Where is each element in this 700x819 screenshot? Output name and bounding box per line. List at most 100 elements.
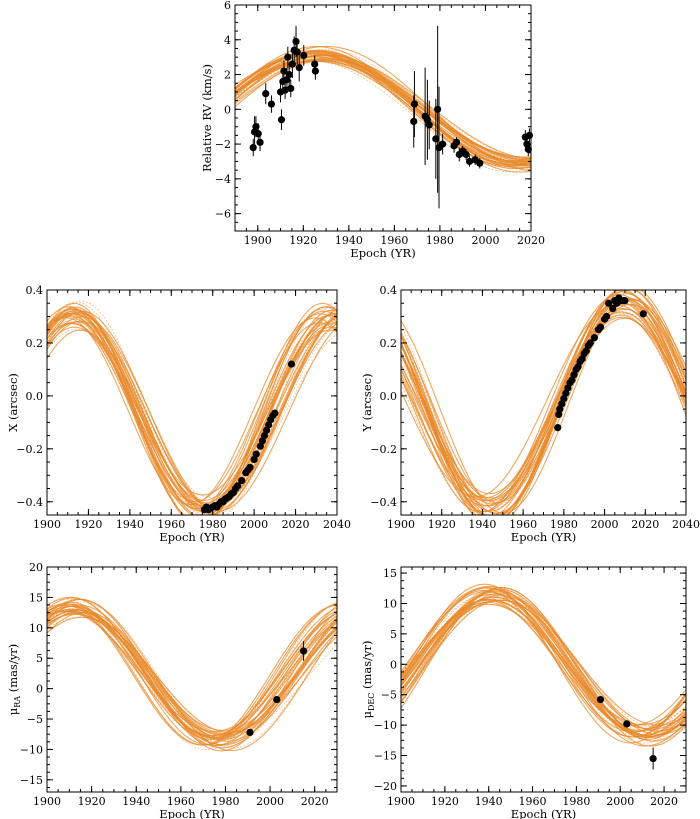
data-point [639, 310, 647, 318]
model-curve [47, 321, 337, 498]
y-tick-label: −10 [20, 743, 43, 756]
x-tick-label: 2000 [256, 795, 284, 808]
data-point [596, 323, 605, 331]
y-tick-label: 0.2 [380, 337, 398, 350]
model-curve [47, 315, 337, 510]
model-curve [47, 315, 337, 515]
x-tick-label: 1980 [426, 234, 454, 247]
y-tick-label: −0.2 [16, 443, 43, 456]
rv-panel: 1900 1920 1940 1960 1980 2000 2020 −6 −4 −2 0 2 4 6 Ep… [200, 0, 545, 260]
x-tick-label: 1960 [167, 795, 195, 808]
model-curve [47, 616, 337, 733]
x-tick-label: 1940 [475, 795, 503, 808]
model-curve [47, 320, 337, 513]
model-curve [47, 308, 337, 514]
x-axis: 1900 1920 1940 1960 1980 2000 2020 [387, 567, 687, 808]
model-curve [401, 314, 686, 504]
y-axis-label-subscript: DEC [367, 693, 376, 711]
data-point [246, 728, 254, 737]
x-axis-label: Epoch (YR) [511, 807, 576, 819]
model-curve [47, 312, 337, 507]
y-tick-label: −0.2 [370, 443, 397, 456]
x-tick-label: 2020 [301, 795, 329, 808]
y-axis-label: X (arcsec) [6, 373, 20, 432]
x-tick-label: 1920 [289, 234, 317, 247]
y-axis: −6 −4 −2 0 2 4 6 [215, 0, 531, 232]
model-curve [47, 319, 337, 514]
data-point [465, 157, 474, 166]
model-curve [401, 596, 686, 731]
x-tick-label: 1980 [199, 518, 227, 531]
model-curve [47, 599, 337, 747]
x-tick-label: 1940 [116, 518, 144, 531]
data-point [410, 117, 418, 126]
y-axis-label-symbol: μ [6, 707, 20, 715]
x-tick-label: 1900 [244, 234, 272, 247]
y-axis: −0.4 −0.2 0.0 0.2 0.4 [16, 284, 337, 516]
y-tick-label: 10 [383, 597, 397, 610]
model-curves [235, 45, 531, 173]
model-curve [401, 290, 686, 515]
model-curve [47, 613, 337, 732]
x-tick-label: 2000 [240, 518, 268, 531]
model-curve [47, 607, 337, 737]
data-point [280, 67, 288, 75]
data-point [246, 463, 254, 471]
model-curve [401, 294, 686, 513]
y-tick-label: −6 [215, 208, 231, 221]
data-point [452, 138, 461, 146]
data-point [292, 37, 300, 46]
y-axis-label-subscript: RA [13, 696, 22, 708]
data-point [287, 360, 296, 368]
model-curves [47, 300, 337, 515]
model-curve [401, 586, 686, 740]
model-curve [47, 612, 337, 735]
model-curve [47, 604, 337, 740]
data-point [586, 339, 594, 347]
y-tick-label: 15 [29, 591, 43, 604]
y-tick-label: 0.0 [380, 390, 398, 403]
x-tick-label: 1960 [509, 518, 537, 531]
data-point [462, 150, 470, 159]
y-panel: 1900 1920 1940 1960 1980 2000 2020 2040 −0.4 −0.2… [360, 284, 700, 544]
model-curves [47, 596, 337, 752]
x-tick-label: 2040 [672, 518, 700, 531]
model-curve [47, 312, 337, 515]
model-curve [47, 313, 337, 509]
x-tick-label: 2020 [517, 234, 545, 247]
x-tick-label: 1900 [387, 795, 415, 808]
x-tick-label: 1980 [550, 518, 578, 531]
data-point [439, 140, 447, 148]
x-tick-label: 1940 [335, 234, 363, 247]
y-tick-label: −20 [374, 780, 397, 793]
data-point [605, 299, 613, 307]
model-curve [401, 290, 686, 515]
model-curve [47, 608, 337, 737]
x-tick-label: 2020 [631, 518, 659, 531]
model-curve [235, 54, 531, 160]
model-curves [401, 290, 686, 515]
x-axis-label: Epoch (YR) [159, 530, 224, 544]
model-curve [401, 595, 686, 728]
plot-frame [400, 566, 687, 793]
model-curve [401, 304, 686, 498]
model-curve [401, 290, 686, 515]
data-point [425, 121, 433, 129]
y-tick-label: −15 [20, 774, 43, 787]
data-point [288, 60, 296, 68]
data-point [233, 482, 242, 490]
data-point [287, 84, 295, 93]
x-tick-label: 1900 [33, 795, 61, 808]
data-point [254, 130, 262, 138]
model-curve [47, 323, 337, 496]
model-curve [235, 56, 531, 160]
x-axis-label: Epoch (YR) [159, 807, 224, 819]
data-point [262, 90, 270, 98]
y-tick-label: 5 [390, 628, 397, 641]
model-curve [47, 605, 337, 737]
data-point [476, 159, 484, 167]
y-axis-label-unit: (mas/yr) [6, 644, 20, 696]
model-curve [47, 598, 337, 752]
model-curve [401, 302, 686, 509]
data-point [256, 138, 264, 146]
